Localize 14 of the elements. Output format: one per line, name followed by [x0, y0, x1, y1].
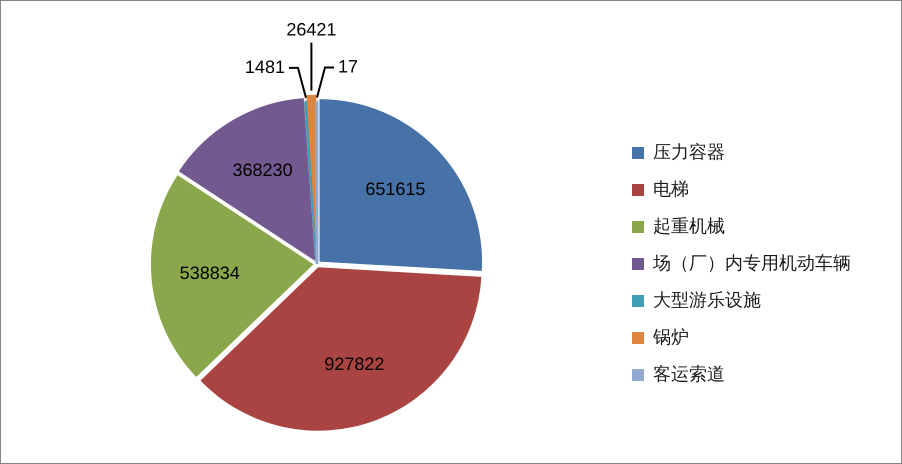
legend-label: 大型游乐设施	[653, 290, 761, 310]
data-label: 368230	[232, 160, 293, 180]
legend-label: 场（厂）内专用机动车辆	[652, 252, 851, 273]
data-label: 1481	[244, 56, 285, 77]
legend-label: 压力容器	[653, 142, 725, 162]
data-label: 17	[338, 56, 358, 76]
legend-label: 锅炉	[652, 326, 689, 347]
data-label: 927822	[324, 354, 384, 374]
data-label: 26421	[286, 20, 336, 40]
data-label: 538834	[180, 262, 240, 283]
legend-label: 客运索道	[653, 364, 725, 384]
legend-label: 电梯	[653, 178, 689, 199]
legend-label: 起重机械	[653, 216, 725, 236]
data-label: 651615	[365, 179, 426, 199]
